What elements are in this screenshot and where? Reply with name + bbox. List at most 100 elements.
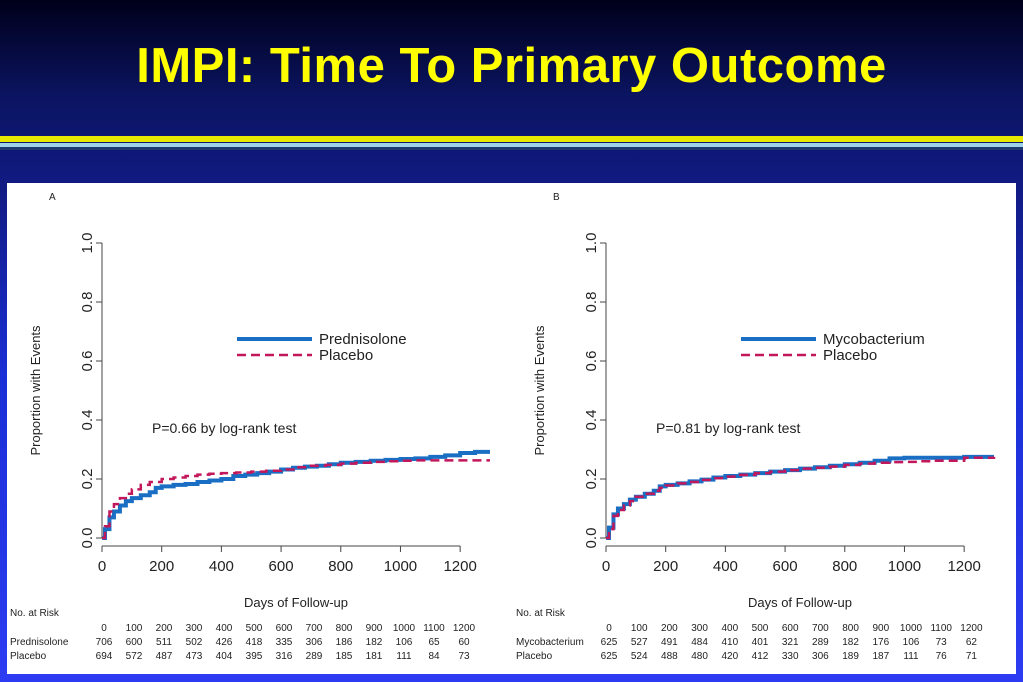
chartb-risk-table-cell: 401 (752, 637, 769, 648)
chartb-risk-table-cell: 289 (812, 637, 829, 648)
chartb-risk-table-cell: 306 (812, 651, 829, 662)
charta-risk-table-cell: 600 (126, 637, 143, 648)
chartb-legend-label-placebo: Placebo (823, 347, 877, 364)
charta-panel-label: A (49, 192, 56, 203)
charta-risk-table-cell: 181 (366, 651, 383, 662)
chartb-risk-table-day: 700 (812, 623, 829, 634)
charta-risk-table-day: 300 (186, 623, 203, 634)
chartb-series-line-treatment (606, 454, 994, 540)
chartb-risk-table-cell: 62 (966, 637, 978, 648)
charta-series-line-placebo (102, 459, 490, 540)
charta-risk-table-cell: 572 (126, 651, 143, 662)
chartb-panel-label: B (553, 192, 560, 203)
charta-y-axis-label: Proportion with Events (28, 325, 43, 456)
chartb-risk-table-cell: 484 (691, 637, 708, 648)
charta-x-tick-label: 800 (328, 558, 353, 575)
slide-title: IMPI: Time To Primary Outcome (136, 39, 887, 93)
chartb-pvalue-annotation: P=0.81 by log-rank test (656, 420, 800, 436)
chartb-x-tick-label: 1000 (888, 558, 921, 575)
charta-risk-table-row-label: Prednisolone (10, 637, 69, 648)
charta-risk-table-day: 1200 (453, 623, 476, 634)
charta-risk-table-cell: 487 (156, 651, 173, 662)
chartb-y-tick-label: 0.2 (583, 469, 600, 490)
chartb-risk-table-cell: 488 (661, 651, 678, 662)
charta-risk-table-cell: 706 (96, 637, 113, 648)
chartb-risk-table-day: 200 (661, 623, 678, 634)
charta-risk-table-day: 700 (306, 623, 323, 634)
title-divider-light (0, 143, 1023, 147)
chartb-risk-table-cell: 189 (842, 651, 859, 662)
charta-risk-table-day: 1000 (393, 623, 416, 634)
chartb-risk-table-cell: 625 (601, 637, 618, 648)
km-figure: A0.00.20.40.60.81.00 200 400 600 800 1000 1200… (10, 192, 996, 662)
chartb-risk-table-cell: 111 (903, 651, 919, 662)
charta-risk-table-cell: 65 (428, 637, 440, 648)
chartb-risk-table-day: 300 (691, 623, 708, 634)
charta-x-tick-label: 0 (98, 558, 106, 575)
chartb-risk-table-row-label: Mycobacterium (516, 637, 584, 648)
chartb-risk-table-cell: 480 (691, 651, 708, 662)
chartb-y-tick-label: 0.0 (583, 528, 600, 549)
charta-x-tick-label: 400 (209, 558, 234, 575)
chartb-x-tick-label: 1200 (947, 558, 980, 575)
chartb-risk-table-day: 500 (752, 623, 769, 634)
charta-y-tick-label: 1.0 (79, 233, 96, 254)
charta-risk-table-cell: 502 (186, 637, 203, 648)
charta-risk-table-day: 200 (156, 623, 173, 634)
charta-legend-label-placebo: Placebo (319, 347, 373, 364)
chartb-risk-table-cell: 71 (966, 651, 978, 662)
charta-risk-table-day: 1100 (423, 623, 445, 634)
chartb-risk-table-header: No. at Risk (516, 608, 566, 619)
title-divider-dark (0, 147, 1023, 150)
chartb-risk-table-cell: 321 (782, 637, 799, 648)
chartb-x-tick-label: 400 (713, 558, 738, 575)
charta-risk-table-day: 400 (216, 623, 233, 634)
chartb-risk-table-cell: 412 (752, 651, 769, 662)
charta-risk-table-cell: 316 (276, 651, 293, 662)
charta-risk-table-cell: 289 (306, 651, 323, 662)
chartb-y-tick-label: 0.6 (583, 351, 600, 372)
chartb-x-tick-label: 800 (832, 558, 857, 575)
charta-y-tick-label: 0.8 (79, 292, 96, 313)
chartb-risk-table-cell: 420 (721, 651, 738, 662)
charta-x-axis-label: Days of Follow-up (244, 595, 348, 610)
chartb-risk-table-day: 900 (872, 623, 889, 634)
charta-risk-table-cell: 111 (396, 651, 412, 662)
chartb-risk-table-cell: 625 (601, 651, 618, 662)
chartb-y-tick-label: 0.8 (583, 292, 600, 313)
title-divider-yellow (0, 136, 1023, 142)
chartb-x-tick-label: 0 (602, 558, 610, 575)
figure-panel: A 0.0 0.2 0.4 0.6 0.8 1.0 0 200 400 600 800 1000 1200… (7, 183, 1016, 674)
charta-y-tick-label: 0.2 (79, 469, 96, 490)
chartb-risk-table-cell: 106 (903, 637, 920, 648)
chartb-legend-label-treatment: Mycobacterium (823, 331, 925, 348)
charta-risk-table-cell: 694 (96, 651, 113, 662)
chartb-risk-table-cell: 176 (872, 637, 889, 648)
charta-risk-table-cell: 84 (428, 651, 440, 662)
chartb-risk-table-cell: 76 (936, 651, 948, 662)
chartb-x-tick-label: 200 (653, 558, 678, 575)
charta-risk-table-cell: 182 (366, 637, 383, 648)
charta-risk-table-cell: 511 (156, 637, 172, 648)
chartb-risk-table-cell: 410 (721, 637, 738, 648)
charta-risk-table-cell: 426 (216, 637, 233, 648)
charta-risk-table-day: 0 (101, 623, 107, 634)
chartb-risk-table-cell: 73 (936, 637, 948, 648)
charta-x-tick-label: 1200 (443, 558, 476, 575)
charta-risk-table-cell: 404 (216, 651, 233, 662)
chartb-risk-table-cell: 491 (661, 637, 678, 648)
chartb-risk-table-cell: 527 (631, 637, 648, 648)
charta-risk-table-cell: 395 (246, 651, 263, 662)
charta-risk-table-day: 100 (126, 623, 143, 634)
charta-x-tick-label: 200 (149, 558, 174, 575)
charta-risk-table-cell: 185 (336, 651, 353, 662)
chartb-risk-table-cell: 524 (631, 651, 648, 662)
chartb-x-axis-label: Days of Follow-up (748, 595, 852, 610)
chartb-risk-table-row-label: Placebo (516, 651, 553, 662)
chartb-series-line-placebo (606, 456, 996, 540)
charta-risk-table-cell: 418 (246, 637, 263, 648)
charta-risk-table-day: 500 (246, 623, 263, 634)
chartb-y-axis-label: Proportion with Events (532, 325, 547, 456)
charta-pvalue-annotation: P=0.66 by log-rank test (152, 420, 296, 436)
chartb-risk-table-day: 800 (842, 623, 859, 634)
